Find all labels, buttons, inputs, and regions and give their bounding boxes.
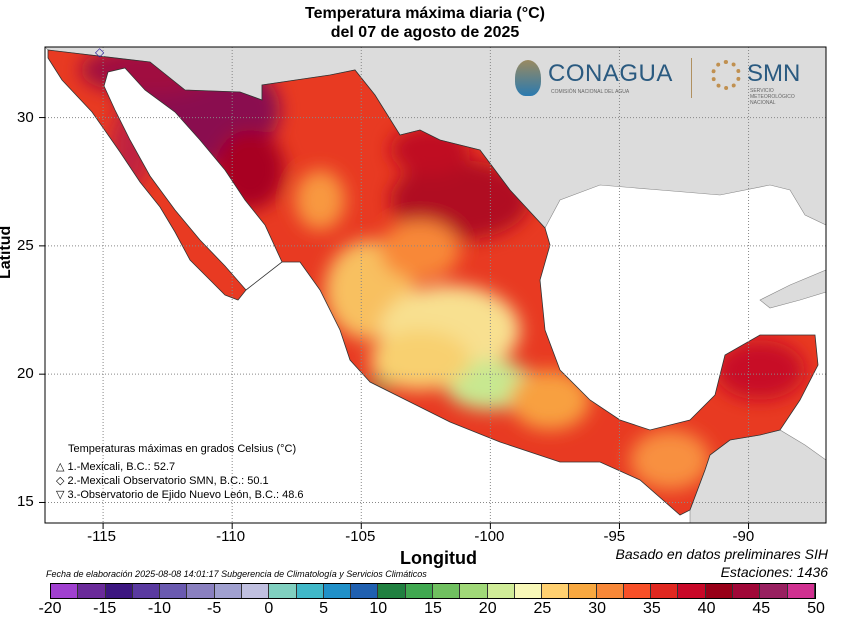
title-line2: del 07 de agosto de 2025	[330, 24, 520, 41]
plot-frame	[44, 46, 827, 524]
legend-item-text: 1.-Mexicali, B.C.: 52.7	[67, 461, 176, 473]
colorbar-swatch	[623, 584, 652, 598]
legend-item: △ 1.-Mexicali, B.C.: 52.7	[56, 460, 304, 474]
x-tick-label: -100	[474, 528, 505, 545]
x-axis-label: Longitud	[400, 548, 477, 568]
axis-ticks	[39, 117, 750, 529]
colorbar-swatch	[514, 584, 543, 598]
logo-divider	[691, 58, 692, 98]
data-source: Basado en datos preliminares SIH	[615, 546, 828, 562]
grid-lines	[45, 47, 826, 523]
colorbar-label: 5	[319, 600, 329, 617]
title-line1: Temperatura máxima diaria (°C)	[305, 5, 545, 22]
colorbar-swatch	[269, 584, 297, 598]
station-marker-icon: ◇	[95, 45, 105, 59]
colorbar-swatch	[405, 584, 433, 598]
colorbar-swatch	[296, 584, 324, 598]
colorbar-label: 10	[369, 600, 388, 617]
colorbar-swatch	[678, 584, 706, 598]
x-tick-label: -95	[603, 528, 626, 545]
colorbar-label: 35	[642, 600, 661, 617]
colorbar-label: -15	[93, 600, 117, 617]
legend-item: ◇ 2.-Mexicali Observatorio SMN, B.C.: 50…	[56, 474, 304, 488]
logos: CONAGUA COMISIÓN NACIONAL DEL AGUA SMN S…	[515, 56, 815, 106]
colorbar-label: 50	[807, 600, 825, 617]
colorbar-swatch	[378, 584, 406, 598]
colorbar-swatch	[460, 584, 488, 598]
conagua-subtitle: COMISIÓN NACIONAL DEL AGUA	[551, 89, 630, 95]
colorbar-swatch	[105, 584, 133, 598]
colorbar-swatch	[569, 584, 597, 598]
colorbar-label: 40	[697, 600, 716, 617]
station-symbol-icon: ◇	[56, 475, 68, 487]
y-tick-label: 15	[17, 493, 34, 511]
smn-logo: SMN	[747, 60, 801, 87]
station-symbol-icon: ▽	[56, 489, 68, 501]
colorbar	[50, 583, 816, 599]
colorbar-label: 20	[478, 600, 497, 617]
legend-item-text: 3.-Observatorio de Ejido Nuevo León, B.C…	[67, 489, 304, 501]
x-tick-label: -110	[216, 528, 246, 545]
x-tick-label: -115	[87, 528, 116, 545]
colorbar-label: -20	[38, 600, 62, 617]
colorbar-swatch	[705, 584, 734, 598]
colorbar-swatch	[487, 584, 515, 598]
colorbar-swatch	[542, 584, 570, 598]
colorbar-swatch	[432, 584, 461, 598]
colorbar-label: 15	[424, 600, 442, 617]
colorbar-swatch	[132, 584, 161, 598]
smn-subtitle: SERVICIO METEOROLÓGICO NACIONAL	[750, 88, 795, 106]
mexico-outline	[47, 49, 819, 516]
station-count: Estaciones: 1436	[720, 564, 828, 580]
station-symbol-icon: △	[56, 461, 68, 473]
colorbar-label: -10	[147, 600, 171, 617]
colorbar-swatch	[351, 584, 379, 598]
colorbar-label: -5	[207, 600, 222, 617]
conagua-logo-icon	[515, 60, 541, 96]
x-tick-label: -105	[345, 528, 376, 545]
colorbar-swatch	[78, 584, 106, 598]
colorbar-swatch	[160, 584, 188, 598]
colorbar-swatch	[596, 584, 624, 598]
colorbar-swatch	[214, 584, 242, 598]
colorbar-swatch	[241, 584, 270, 598]
y-tick-label: 20	[17, 365, 34, 383]
colorbar-swatch	[733, 584, 761, 598]
colorbar-label: 0	[264, 600, 274, 617]
legend-item: ▽ 3.-Observatorio de Ejido Nuevo León, B…	[56, 488, 304, 502]
legend: Temperaturas máximas en grados Celsius (…	[56, 443, 304, 502]
colorbar-swatch	[651, 584, 679, 598]
colorbar-label: 30	[588, 600, 607, 617]
y-tick-label: 30	[17, 108, 34, 126]
colorbar-label: 45	[752, 600, 771, 617]
colorbar-swatch	[787, 584, 815, 598]
colorbar-swatch	[760, 584, 788, 598]
colorbar-swatch	[323, 584, 352, 598]
colorbar-swatch	[187, 584, 215, 598]
gulf-of-california	[103, 67, 283, 291]
legend-item-text: 2.-Mexicali Observatorio SMN, B.C.: 50.1	[67, 475, 269, 487]
smn-logo-icon	[711, 60, 741, 90]
colorbar-label: 25	[533, 600, 552, 617]
colorbar-swatch	[51, 584, 79, 598]
y-axis-label: Latitud	[0, 225, 14, 279]
x-tick-label: -90	[732, 528, 755, 545]
y-tick-label: 25	[17, 236, 34, 254]
conagua-logo: CONAGUA	[548, 60, 673, 87]
legend-title: Temperaturas máximas en grados Celsius (…	[68, 443, 297, 455]
footer-credits: Fecha de elaboración 2025-08-08 14:01:17…	[46, 569, 427, 579]
